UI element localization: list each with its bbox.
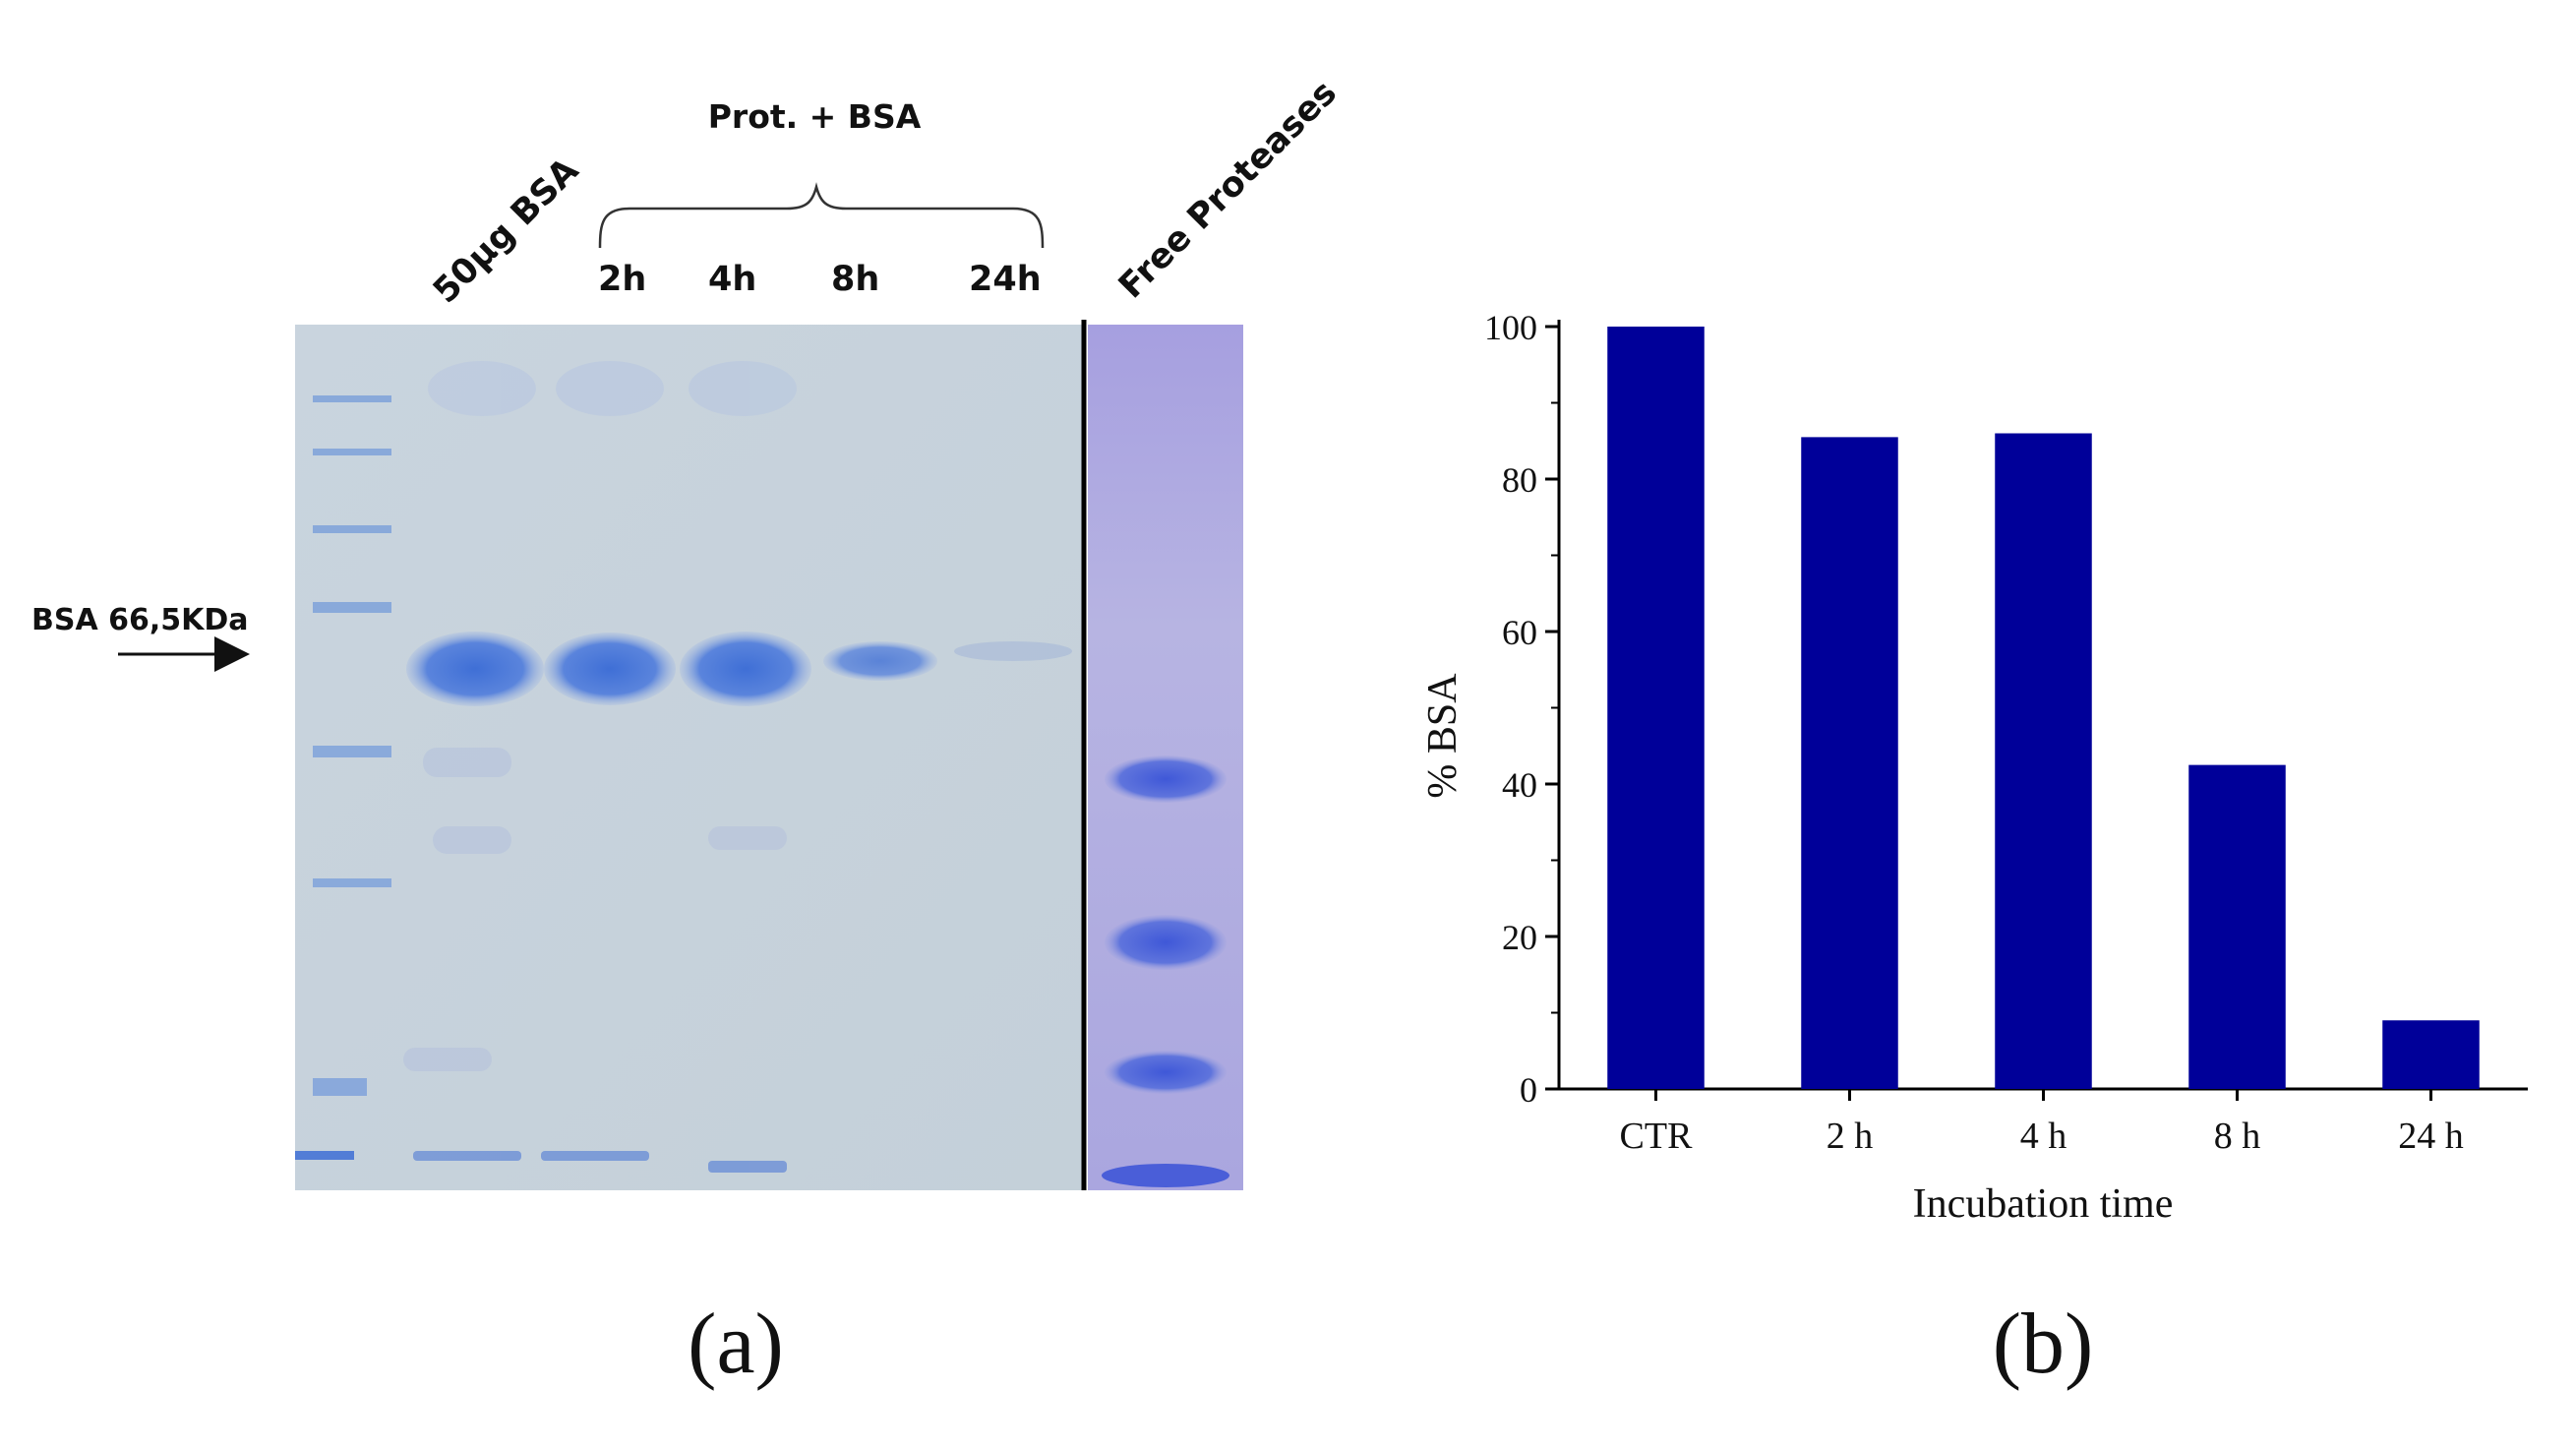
gel-well — [689, 361, 797, 416]
bsa-band-4h — [680, 632, 811, 706]
y-tick-label: 100 — [1484, 308, 1537, 347]
ladder-lane — [295, 395, 391, 1160]
gel-well — [428, 361, 536, 416]
protease-band — [1102, 1164, 1229, 1187]
y-tick-label: 80 — [1502, 460, 1537, 500]
bar-2h — [1801, 437, 1898, 1089]
x-tick-label: 4 h — [2020, 1116, 2067, 1157]
x-tick-label: 2 h — [1827, 1116, 1874, 1157]
protease-band — [1105, 1051, 1227, 1094]
protease-band — [1105, 915, 1227, 970]
ladder-band — [313, 746, 391, 757]
lane-label-24h: 24h — [969, 260, 1042, 299]
gel-image — [295, 325, 1082, 1190]
ladder-band — [313, 1078, 367, 1096]
x-tick-label: CTR — [1620, 1116, 1694, 1157]
group-bracket — [598, 182, 1045, 249]
bsa-band-8h — [823, 641, 937, 681]
x-tick-label: 24 h — [2398, 1116, 2464, 1157]
gel-well — [556, 361, 664, 416]
lane-label-4h: 4h — [708, 260, 756, 299]
ladder-band — [313, 449, 391, 455]
ladder-band — [295, 1151, 354, 1160]
x-tick-label: 8 h — [2214, 1116, 2261, 1157]
ladder-band — [313, 525, 391, 533]
ladder-band — [313, 395, 391, 402]
bar-24h — [2382, 1020, 2480, 1089]
gel-panel: 50µg BSA 2h 4h 8h 24h Free Proteases Pro… — [31, 73, 1345, 1392]
bsa-band-50ug — [406, 632, 544, 706]
panel-a-caption: (a) — [688, 1297, 784, 1392]
group-label: Prot. + BSA — [708, 97, 922, 136]
bsa-band-label: BSA 66,5KDa — [31, 603, 249, 637]
bsa-band-2h — [544, 633, 676, 705]
lane-label-8h: 8h — [831, 260, 879, 299]
y-tick-label: 0 — [1520, 1070, 1537, 1110]
protease-band — [1105, 755, 1227, 803]
x-axis-title: Incubation time — [1913, 1181, 2174, 1227]
y-tick-label: 40 — [1502, 765, 1537, 805]
panel-b-caption: (b) — [1993, 1297, 2094, 1392]
lane-label-50ug-bsa: 50µg BSA — [426, 151, 586, 311]
bar-ctr — [1607, 327, 1705, 1089]
lane-label-2h: 2h — [598, 260, 646, 299]
ladder-band — [313, 602, 391, 613]
bar-chart: 0 20 40 60 80 100 CTR 2 h 4 h 8 h 24 h Incubation… — [1420, 308, 2528, 1392]
y-axis-title: % BSA — [1420, 673, 1466, 799]
ladder-band — [313, 878, 391, 887]
y-tick-label: 20 — [1502, 918, 1537, 957]
bar-4h — [1995, 433, 2092, 1089]
y-tick-label: 60 — [1502, 613, 1537, 652]
bsa-band-24h — [954, 641, 1072, 661]
bar-8h — [2188, 764, 2286, 1089]
lane-label-free-proteases: Free Proteases — [1111, 73, 1345, 306]
